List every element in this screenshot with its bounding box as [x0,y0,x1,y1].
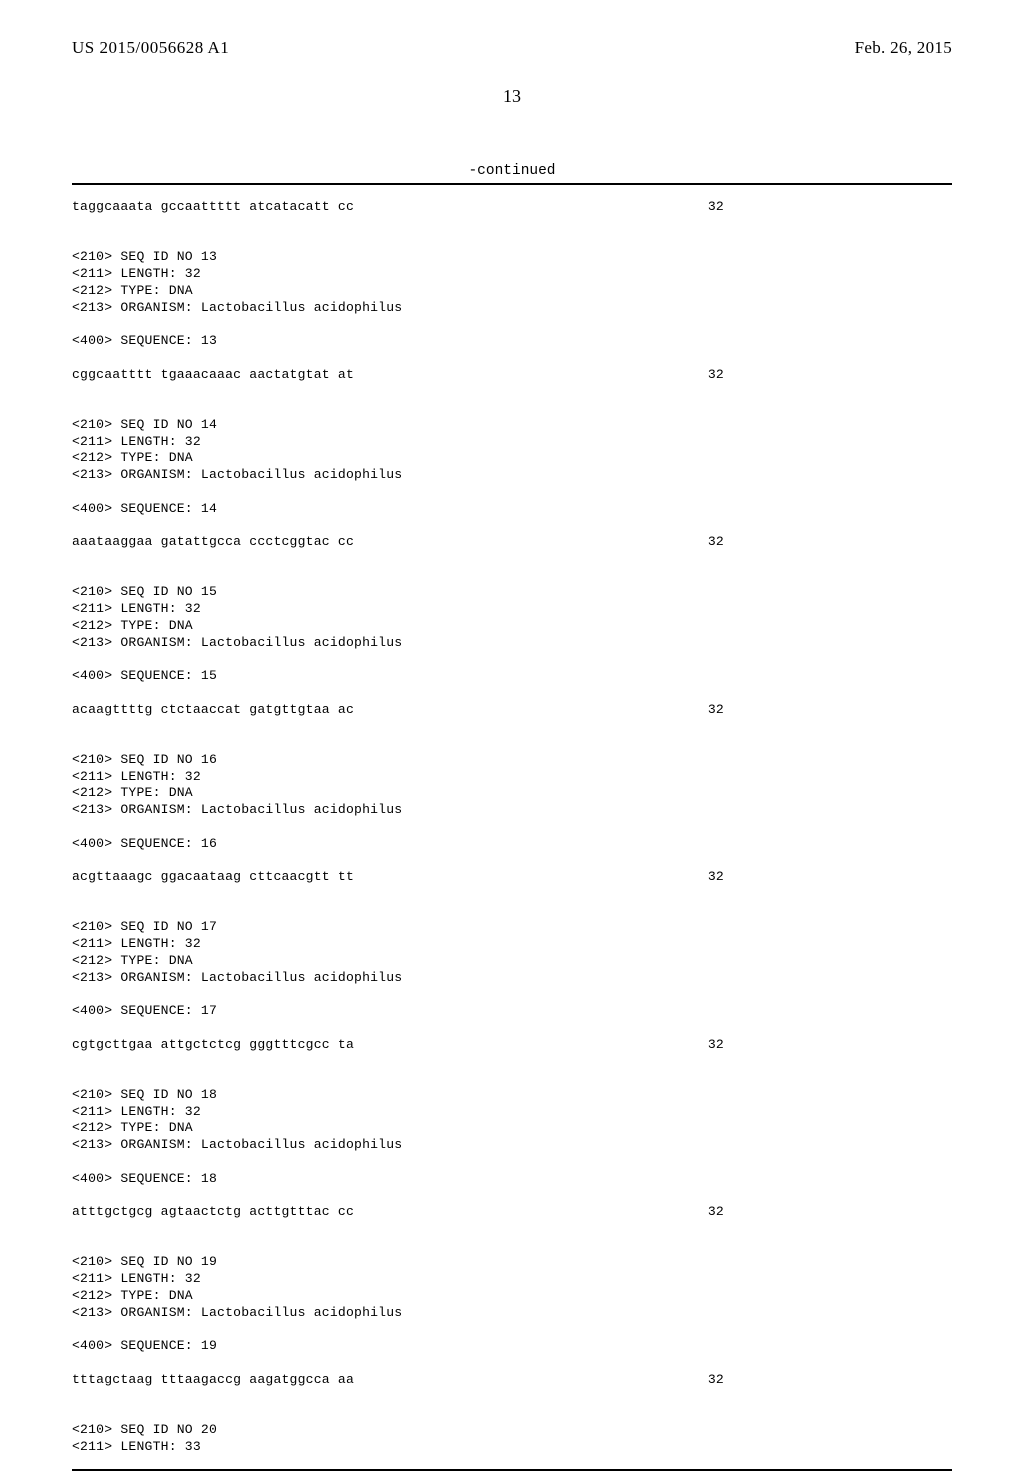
sequence-text: atttgctgcg agtaactctg acttgtttac cc [72,1204,354,1221]
sequence-meta-line: <211> LENGTH: 32 [72,1271,952,1288]
sequence-meta-line: <210> SEQ ID NO 16 [72,752,952,769]
publication-date: Feb. 26, 2015 [855,38,952,58]
sequence-row: atttgctgcg agtaactctg acttgtttac cc 32 [72,1204,952,1221]
sequence-row: tttagctaag tttaagaccg aagatggcca aa 32 [72,1372,952,1389]
blank-line [72,517,952,534]
sequence-meta-line: <211> LENGTH: 32 [72,434,952,451]
sequence-length: 32 [708,702,952,719]
blank-line [72,903,952,920]
blank-line [72,551,952,568]
blank-line [72,718,952,735]
sequence-length: 32 [708,367,952,384]
sequence-text: acaagttttg ctctaaccat gatgttgtaa ac [72,702,354,719]
sequence-meta-line: <212> TYPE: DNA [72,1288,952,1305]
sequence-length: 32 [708,1372,952,1389]
page-header: US 2015/0056628 A1 Feb. 26, 2015 [72,38,952,58]
sequence-meta-line: <212> TYPE: DNA [72,450,952,467]
continued-label: -continued [72,163,952,179]
blank-line [72,735,952,752]
sequence-meta-line: <400> SEQUENCE: 18 [72,1171,952,1188]
sequence-length: 32 [708,199,952,216]
sequence-meta-line: <213> ORGANISM: Lactobacillus acidophilu… [72,467,952,484]
sequence-text: taggcaaata gccaattttt atcatacatt cc [72,199,354,216]
sequence-meta-line: <211> LENGTH: 32 [72,1104,952,1121]
blank-line [72,886,952,903]
sequence-meta-line: <211> LENGTH: 32 [72,769,952,786]
blank-line [72,1221,952,1238]
sequence-meta-line [72,1154,952,1171]
sequence-meta-line [72,1321,952,1338]
sequence-text: acgttaaagc ggacaataag cttcaacgtt tt [72,869,354,886]
sequence-row: cgtgcttgaa attgctctcg gggtttcgcc ta 32 [72,1037,952,1054]
blank-line [72,350,952,367]
sequence-meta-line: <400> SEQUENCE: 13 [72,333,952,350]
blank-line [72,1070,952,1087]
sequence-length: 32 [708,534,952,551]
sequence-meta-line: <210> SEQ ID NO 18 [72,1087,952,1104]
sequence-meta-line: <210> SEQ ID NO 17 [72,919,952,936]
sequence-meta-line [72,316,952,333]
publication-number: US 2015/0056628 A1 [72,38,229,58]
sequence-meta-line: <211> LENGTH: 32 [72,266,952,283]
page-number: 13 [72,86,952,107]
sequence-row: aaataaggaa gatattgcca ccctcggtac cc 32 [72,534,952,551]
blank-line [72,1405,952,1422]
sequence-meta-line: <211> LENGTH: 33 [72,1439,952,1456]
sequence-meta-line: <212> TYPE: DNA [72,283,952,300]
sequence-length: 32 [708,869,952,886]
blank-line [72,383,952,400]
sequence-meta-line: <213> ORGANISM: Lactobacillus acidophilu… [72,635,952,652]
sequence-meta-line: <212> TYPE: DNA [72,953,952,970]
sequence-meta-line [72,819,952,836]
blank-line [72,233,952,250]
blank-line [72,568,952,585]
blank-line [72,852,952,869]
sequence-meta-line: <400> SEQUENCE: 19 [72,1338,952,1355]
sequence-meta-line: <210> SEQ ID NO 19 [72,1254,952,1271]
sequence-meta-line: <210> SEQ ID NO 13 [72,249,952,266]
sequence-listing-block: taggcaaata gccaattttt atcatacatt cc 32 <2… [72,183,952,1471]
blank-line [72,400,952,417]
sequence-row: cggcaatttt tgaaacaaac aactatgtat at 32 [72,367,952,384]
sequence-meta-line: <210> SEQ ID NO 15 [72,584,952,601]
sequence-row: acgttaaagc ggacaataag cttcaacgtt tt 32 [72,869,952,886]
page-root: US 2015/0056628 A1 Feb. 26, 2015 13 -con… [0,0,1024,1320]
blank-line [72,1053,952,1070]
sequence-meta-line: <210> SEQ ID NO 20 [72,1422,952,1439]
sequence-meta-line: <213> ORGANISM: Lactobacillus acidophilu… [72,1137,952,1154]
sequence-meta-line: <400> SEQUENCE: 17 [72,1003,952,1020]
blank-line [72,1388,952,1405]
blank-line [72,1020,952,1037]
blank-line [72,1238,952,1255]
sequence-meta-line: <211> LENGTH: 32 [72,601,952,618]
sequence-meta-line: <400> SEQUENCE: 14 [72,501,952,518]
sequence-meta-line: <212> TYPE: DNA [72,785,952,802]
sequence-meta-line [72,986,952,1003]
sequence-text: aaataaggaa gatattgcca ccctcggtac cc [72,534,354,551]
sequence-meta-line: <213> ORGANISM: Lactobacillus acidophilu… [72,802,952,819]
sequence-meta-line: <400> SEQUENCE: 16 [72,836,952,853]
sequence-row: acaagttttg ctctaaccat gatgttgtaa ac 32 [72,702,952,719]
sequence-length: 32 [708,1037,952,1054]
sequence-meta-line [72,651,952,668]
sequence-meta-line [72,484,952,501]
sequence-meta-line: <213> ORGANISM: Lactobacillus acidophilu… [72,300,952,317]
blank-line [72,685,952,702]
blank-line [72,1355,952,1372]
sequence-meta-line: <212> TYPE: DNA [72,1120,952,1137]
sequence-meta-line: <400> SEQUENCE: 15 [72,668,952,685]
sequence-length: 32 [708,1204,952,1221]
sequence-meta-line: <212> TYPE: DNA [72,618,952,635]
sequence-text: tttagctaag tttaagaccg aagatggcca aa [72,1372,354,1389]
blank-line [72,216,952,233]
sequence-text: cggcaatttt tgaaacaaac aactatgtat at [72,367,354,384]
sequence-meta-line: <213> ORGANISM: Lactobacillus acidophilu… [72,1305,952,1322]
blank-line [72,1187,952,1204]
sequence-meta-line: <210> SEQ ID NO 14 [72,417,952,434]
sequence-meta-line: <211> LENGTH: 32 [72,936,952,953]
sequence-meta-line: <213> ORGANISM: Lactobacillus acidophilu… [72,970,952,987]
sequence-text: cgtgcttgaa attgctctcg gggtttcgcc ta [72,1037,354,1054]
sequence-row: taggcaaata gccaattttt atcatacatt cc 32 [72,199,952,216]
